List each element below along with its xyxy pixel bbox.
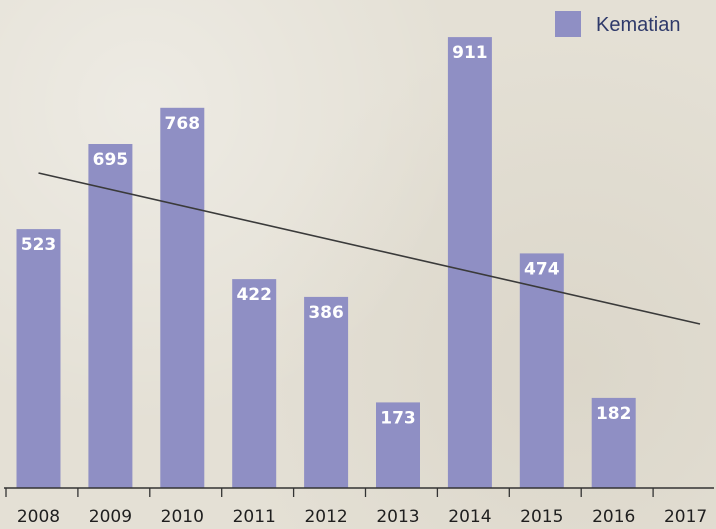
bar-2014	[447, 37, 492, 488]
bar-2010	[160, 107, 205, 489]
x-tick-label-2014: 2014	[448, 507, 491, 527]
x-tick-label-2017: 2017	[664, 507, 707, 527]
legend-swatch-kematian	[555, 11, 581, 37]
data-label-2010: 768	[165, 114, 201, 134]
bar-2009	[88, 144, 133, 488]
data-label-2014: 911	[452, 43, 488, 63]
x-tick-label-2008: 2008	[17, 507, 60, 527]
bars-layer	[16, 37, 636, 489]
x-tick-label-2010: 2010	[161, 507, 204, 527]
data-label-2012: 386	[308, 303, 344, 323]
x-tick-label-2011: 2011	[233, 507, 276, 527]
x-ticks-layer: 2008 2009 2010 2011 2012 2013 2014 2015 2016 2017	[5, 488, 707, 527]
x-tick-label-2012: 2012	[304, 507, 347, 527]
x-tick-label-2009: 2009	[89, 507, 132, 527]
data-label-2013: 173	[380, 408, 416, 428]
data-label-2015: 474	[524, 259, 560, 279]
bar-2013	[376, 402, 420, 488]
x-tick-label-2013: 2013	[376, 507, 419, 527]
bar-2012	[304, 296, 349, 488]
x-tick-label-2015: 2015	[520, 507, 563, 527]
data-label-2009: 695	[93, 150, 129, 170]
data-label-2011: 422	[236, 285, 272, 305]
data-label-2016: 182	[596, 404, 632, 424]
bar-2015	[519, 253, 564, 488]
bar-2016	[591, 397, 636, 488]
legend: Kematian	[555, 11, 681, 37]
bar-2008	[16, 229, 61, 488]
trend-line	[38, 172, 701, 325]
x-tick-label-2016: 2016	[592, 507, 635, 527]
bar-2011	[232, 279, 277, 488]
data-label-2008: 523	[21, 235, 57, 255]
data-labels-layer: 523 695 768 422 386 173 911 474 182	[21, 43, 632, 428]
legend-label-kematian: Kematian	[596, 14, 681, 36]
